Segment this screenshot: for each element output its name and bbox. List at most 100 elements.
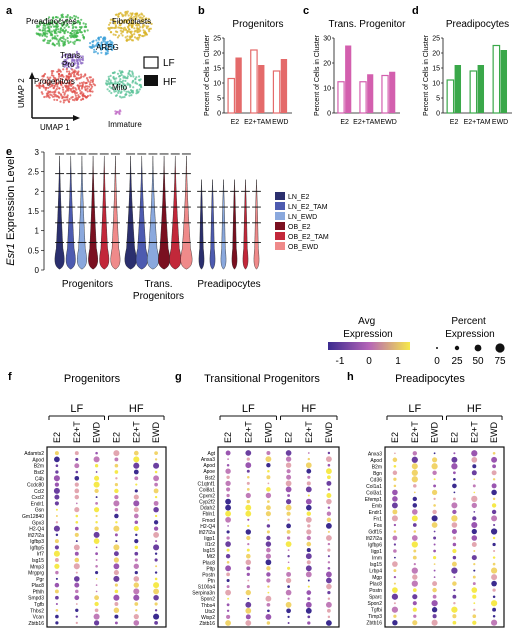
umap-point [41,78,44,81]
umap-point [78,39,81,42]
umap-point [143,24,146,27]
dotplot-dot [453,576,456,579]
umap-label-progenitors: Progenitors [34,77,75,86]
umap-point [45,95,48,98]
dotplot-dot [154,558,158,562]
dotplot-dot [325,456,332,463]
violin-category-label: Progenitors [133,291,184,302]
umap-point [116,36,119,39]
dotplot-dot [245,462,252,469]
dotplot-dot [226,572,230,577]
violin-LN_E2_TAM [135,155,148,270]
dotplot-dot [114,470,119,474]
dotplot-dot [114,583,118,587]
dotplot-gene-label: Spon2 [368,601,383,607]
umap-point [119,78,122,81]
umap-label-mito: Mito [112,83,128,92]
dotplot-dot [134,489,138,493]
dotplot-dot [471,456,478,463]
umap-point [123,95,126,99]
dotplot-dot [491,456,498,463]
bar-chart-title: Preadipocytes [446,19,509,30]
dotplot-dot [154,451,158,455]
umap-point [87,80,90,83]
umap-point [54,89,57,92]
dotplot-dot [452,497,456,501]
dotplot-dot [245,559,252,566]
umap-point [70,78,73,82]
dotplot-dot [75,571,78,574]
dotplot-gene-label: Serpina3n [192,591,215,597]
umap-point [108,39,112,42]
dotplot-dot [154,514,158,518]
dotplot-dot [411,567,418,574]
umap-point [90,83,93,87]
umap-point [124,79,127,82]
umap-point [131,26,134,29]
umap-point [117,83,120,86]
umap-point [83,30,86,33]
dotplot-dot [55,515,58,517]
umap-point [74,94,77,97]
dotplot-dot [287,566,291,570]
umap-point [104,53,107,56]
umap-point [135,24,138,27]
umap-point [64,84,67,87]
umap-point [66,61,69,64]
dotplot-dot [327,555,330,558]
dotplot-gene-label: Pgr [36,577,44,583]
umap-point [114,80,117,83]
y-tick-label: 20 [432,51,440,58]
y-tick-label: 10 [213,81,221,88]
dotplot-dot [306,468,312,474]
umap-point [134,82,137,85]
dotplot-dot [433,549,436,553]
umap-point [137,14,140,17]
umap-point [62,28,65,31]
dotplot-dot [225,504,232,511]
dotplot-dot [452,542,457,547]
dotplot-dot [432,614,437,619]
umap-point [131,73,134,76]
umap-point [68,56,72,59]
dotplot-dot [392,561,398,567]
dotplot-gene-label: Apod [370,458,382,464]
dotplot-dot [133,582,139,588]
dotplot-dot [393,602,396,605]
umap-point [133,27,136,30]
umap-point [110,91,113,95]
panel-letter-d: d [412,5,419,17]
umap-point [53,95,56,98]
dotplot-dot [114,507,119,512]
dotplot-dot [432,509,437,515]
umap-point [45,92,49,95]
dotplot-dot [225,516,231,523]
dotplot-dot [55,470,59,474]
umap-point [130,30,133,33]
dotplot-dot [115,477,118,480]
dotplot-gene-label: Col1a1 [366,484,382,490]
umap-point [47,94,50,97]
dotplot-dot [392,470,398,476]
umap-point [116,72,120,75]
violin-OB_E2_TAM [169,155,182,270]
dotplot-gene-label: Endr1 [31,501,45,507]
dotplot-dot [412,503,418,508]
dotplot-dot [133,576,140,582]
dotplot-column-label: EWD [430,422,440,443]
umap-point [38,28,41,31]
umap-point [109,21,112,24]
dotplot-dot [95,584,98,586]
umap-point [60,14,63,17]
dotplot-dot [453,602,456,605]
umap-point [109,41,112,45]
dotplot-group-label: LF [408,403,421,415]
violin-LN_EWD [146,155,159,270]
umap-point [76,20,79,23]
dotplot-dot [305,516,312,523]
dotplot-dot [114,513,119,519]
dotplot-dot [433,478,436,481]
umap-point [45,23,48,26]
dotplot-dot [473,569,476,572]
